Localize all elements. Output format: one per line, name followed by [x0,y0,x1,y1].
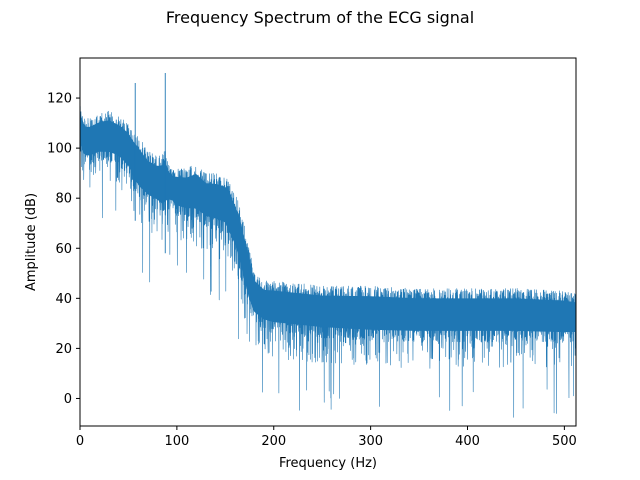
y-axis-label: Amplitude (dB) [24,193,39,291]
y-tick-label: 100 [47,142,72,157]
y-tick-label: 20 [55,342,72,357]
x-tick-label: 0 [76,434,84,449]
spectrum-line [80,106,576,418]
x-tick-label: 400 [455,434,480,449]
spectrum-band [80,112,576,333]
y-tick-label: 80 [55,192,72,207]
x-tick-label: 100 [164,434,189,449]
plot-area [80,73,576,418]
y-tick-label: 120 [47,92,72,107]
x-axis-label: Frequency (Hz) [279,456,377,471]
chart-title: Frequency Spectrum of the ECG signal [166,8,474,27]
x-tick-label: 200 [261,434,286,449]
x-tick-label: 500 [552,434,577,449]
x-tick-label: 300 [358,434,383,449]
y-tick-label: 0 [64,392,72,407]
y-tick-label: 60 [55,242,72,257]
y-tick-label: 40 [55,292,72,307]
plot-frame [79,57,577,427]
x-axis: 0 100 200 300 400 500 [76,426,577,449]
y-axis: 0 20 40 60 80 100 120 [47,92,80,407]
